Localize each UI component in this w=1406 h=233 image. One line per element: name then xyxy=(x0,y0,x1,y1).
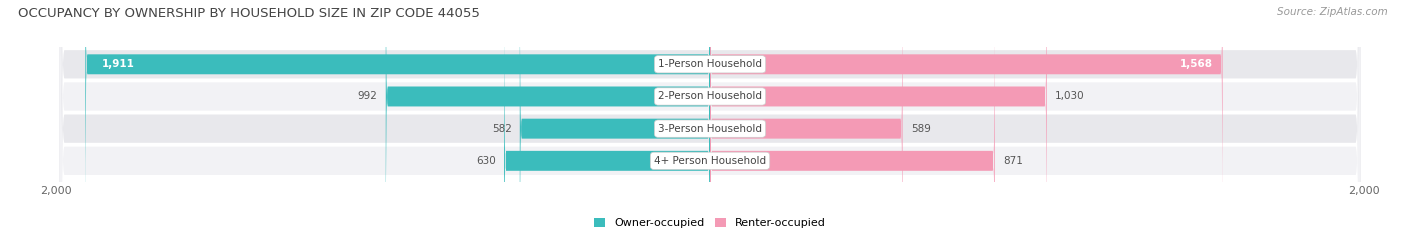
FancyBboxPatch shape xyxy=(86,0,710,233)
FancyBboxPatch shape xyxy=(710,0,903,233)
Text: 1,911: 1,911 xyxy=(101,59,135,69)
Text: 3-Person Household: 3-Person Household xyxy=(658,124,762,134)
Text: OCCUPANCY BY OWNERSHIP BY HOUSEHOLD SIZE IN ZIP CODE 44055: OCCUPANCY BY OWNERSHIP BY HOUSEHOLD SIZE… xyxy=(18,7,481,20)
Text: Source: ZipAtlas.com: Source: ZipAtlas.com xyxy=(1277,7,1388,17)
FancyBboxPatch shape xyxy=(59,0,1361,233)
Legend: Owner-occupied, Renter-occupied: Owner-occupied, Renter-occupied xyxy=(589,214,831,233)
FancyBboxPatch shape xyxy=(520,0,710,233)
Text: 992: 992 xyxy=(357,92,378,102)
Text: 4+ Person Household: 4+ Person Household xyxy=(654,156,766,166)
Text: 1,030: 1,030 xyxy=(1054,92,1084,102)
FancyBboxPatch shape xyxy=(59,0,1361,233)
FancyBboxPatch shape xyxy=(710,0,995,233)
FancyBboxPatch shape xyxy=(59,0,1361,233)
FancyBboxPatch shape xyxy=(505,0,710,233)
Text: 1-Person Household: 1-Person Household xyxy=(658,59,762,69)
Text: 1,568: 1,568 xyxy=(1180,59,1213,69)
Text: 871: 871 xyxy=(1002,156,1022,166)
FancyBboxPatch shape xyxy=(385,0,710,233)
FancyBboxPatch shape xyxy=(710,0,1223,233)
Text: 582: 582 xyxy=(492,124,512,134)
Text: 630: 630 xyxy=(477,156,496,166)
FancyBboxPatch shape xyxy=(710,0,1046,233)
FancyBboxPatch shape xyxy=(59,0,1361,233)
Text: 2-Person Household: 2-Person Household xyxy=(658,92,762,102)
Text: 589: 589 xyxy=(911,124,931,134)
